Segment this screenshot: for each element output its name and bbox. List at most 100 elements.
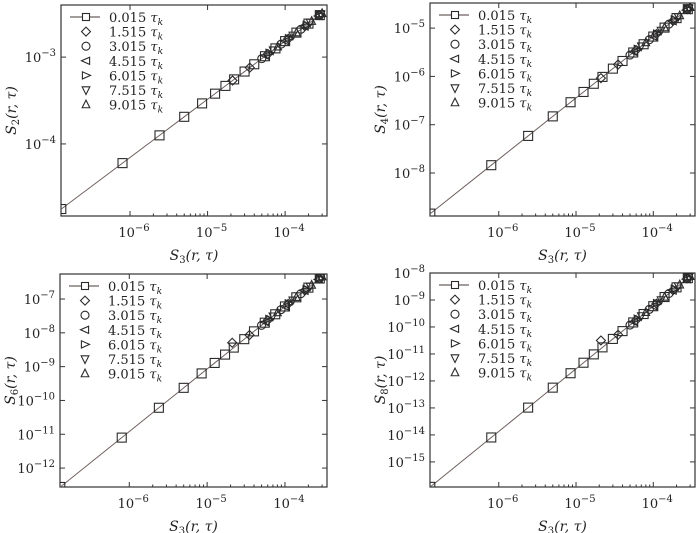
x-tick-label: 10−4 <box>642 223 673 241</box>
legend-marker-triangle-right-icon <box>450 338 461 348</box>
data-point <box>523 402 534 413</box>
x-tick-label: 10−5 <box>564 223 595 241</box>
legend-item: 0.015 τk <box>439 279 532 296</box>
legend-item: 6.015 τk <box>80 338 162 355</box>
data-point <box>317 274 327 281</box>
y-tick-label: 10−7 <box>24 290 55 308</box>
panel-bottom-right: 10−6 10−5 10−4 10−15 10−14 10−13 10−12 10−11 10−… <box>373 264 696 533</box>
data-point <box>302 284 313 294</box>
legend-item: 3.015 τk <box>450 308 532 325</box>
x-tick-label: 10−6 <box>118 494 149 512</box>
data-point <box>60 481 66 487</box>
legend-item: 0.015 τk <box>439 9 532 26</box>
legend-label: 4.515 τk <box>478 323 532 340</box>
legend-item: 1.515 τk <box>449 294 532 311</box>
y-axis-label: S6(r, τ) <box>3 356 21 405</box>
data-point <box>210 88 221 99</box>
data-point <box>291 26 302 37</box>
legend-label: 0.015 τk <box>478 9 532 26</box>
x-tick-label: 10−4 <box>642 494 673 512</box>
legend-item: 9.015 τk <box>80 368 162 385</box>
data-point <box>430 208 436 216</box>
data-point <box>196 368 207 379</box>
data-point <box>244 329 255 341</box>
data-point <box>306 15 317 25</box>
plot-area <box>430 3 695 216</box>
legend-label: 4.515 τk <box>478 53 532 70</box>
data-point <box>244 62 256 73</box>
legend-label: 1.515 τk <box>108 295 162 312</box>
data-point <box>641 306 651 316</box>
legend-label: 0.015 τk <box>109 11 163 28</box>
plot-area <box>430 273 695 487</box>
legend-label: 6.015 τk <box>478 337 532 354</box>
y-tick-label: 10−15 <box>387 453 425 471</box>
data-point <box>248 326 260 337</box>
plot-area <box>60 274 327 487</box>
legend-label: 7.515 τk <box>108 353 162 370</box>
data-point <box>547 382 558 393</box>
data-point <box>306 279 317 289</box>
data-point <box>317 7 327 18</box>
legend-marker-triangle-right-icon <box>80 339 91 349</box>
data-point <box>595 335 607 346</box>
data-point <box>652 298 663 308</box>
y-tick-label: 10−7 <box>394 116 425 134</box>
legend-marker-triangle-left-icon <box>80 56 91 66</box>
axes-frame <box>59 273 328 488</box>
legend-marker-circle-icon <box>80 310 90 320</box>
data-point <box>265 48 276 58</box>
data-point <box>302 20 313 30</box>
legend-label: 1.515 τk <box>109 26 163 43</box>
data-point <box>270 309 281 320</box>
series-triangle-up <box>272 274 327 317</box>
data-point <box>578 86 589 98</box>
x-axis-label: S3(r, τ) <box>170 248 219 266</box>
y-tick-label: 10−11 <box>387 345 425 363</box>
legend-marker-circle-icon <box>450 309 460 319</box>
data-point <box>272 306 283 317</box>
legend-marker-square-icon <box>81 12 91 22</box>
legend-marker-square-icon <box>450 10 460 20</box>
legend-label: 1.515 τk <box>478 24 532 41</box>
data-point <box>523 130 534 141</box>
legend-item: 0.015 τk <box>70 11 163 28</box>
data-point <box>154 130 165 141</box>
legend-item: 4.515 τk <box>80 55 163 72</box>
data-point <box>625 50 635 60</box>
data-point <box>209 357 220 368</box>
legend-label: 4.515 τk <box>108 324 162 341</box>
data-point <box>578 357 589 368</box>
data-point <box>595 72 607 84</box>
data-point <box>633 314 644 324</box>
series-triangle-up <box>272 7 327 51</box>
legend-marker-triangle-down-icon <box>81 86 91 96</box>
data-point <box>670 284 681 294</box>
data-point <box>257 54 267 64</box>
y-tick-label: 10−13 <box>387 399 425 417</box>
x-tick-label: 10−5 <box>196 223 227 241</box>
data-point <box>284 33 295 43</box>
legend-item: 6.015 τk <box>450 67 532 84</box>
legend-label: 3.015 τk <box>478 308 532 325</box>
x-axis-label: S3(r, τ) <box>538 519 587 533</box>
legend-label: 0.015 τk <box>478 279 532 296</box>
legend-marker-triangle-left-icon <box>449 324 460 334</box>
data-point <box>284 298 295 308</box>
axes-frame <box>60 4 328 217</box>
data-point <box>627 317 638 327</box>
data-point <box>636 312 647 322</box>
data-point <box>588 349 599 360</box>
x-tick-label: 10−6 <box>487 223 518 241</box>
legend-label: 9.015 τk <box>478 97 532 114</box>
legend-marker-triangle-down-icon <box>80 355 90 365</box>
legend-item: 9.015 τk <box>81 99 163 116</box>
data-point <box>228 342 239 353</box>
data-point <box>268 46 278 56</box>
data-point <box>625 320 635 330</box>
y-tick-label: 10−12 <box>387 372 425 390</box>
data-point <box>659 21 670 32</box>
data-point <box>279 302 290 311</box>
legend-marker-circle-icon <box>81 41 91 51</box>
data-point <box>647 301 658 311</box>
